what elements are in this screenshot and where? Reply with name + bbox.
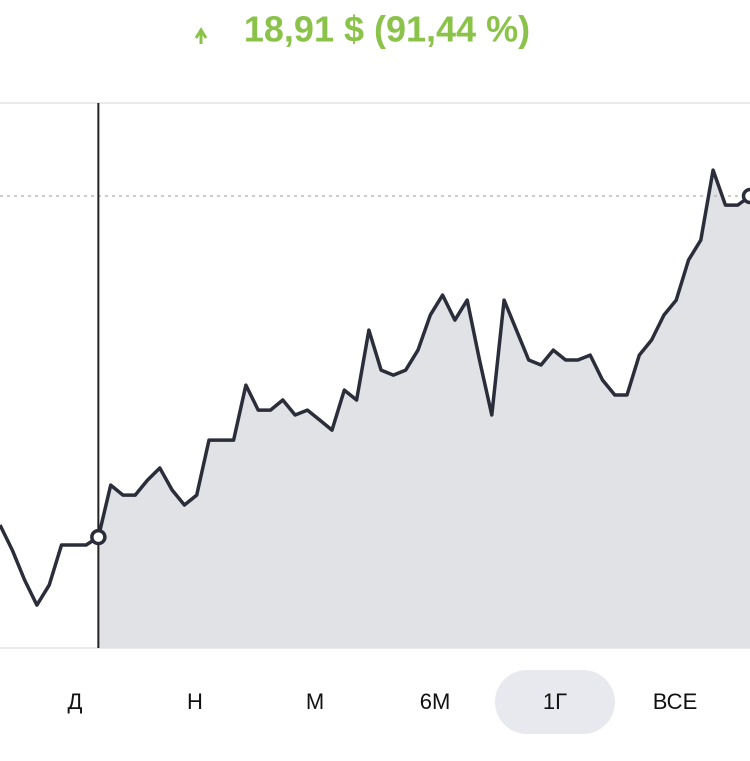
- point-marker: [92, 531, 105, 544]
- range-button[interactable]: М: [306, 689, 324, 714]
- range-button[interactable]: 1Г: [543, 689, 567, 714]
- range-button[interactable]: ВСЕ: [653, 689, 698, 714]
- up-arrow: [196, 30, 206, 44]
- chart: [0, 103, 750, 648]
- range-button[interactable]: Н: [187, 689, 203, 714]
- point-marker: [744, 190, 750, 203]
- area-fill: [98, 170, 750, 648]
- range-button[interactable]: Д: [68, 689, 83, 714]
- range-selector: Д Н М 6М 1Г ВСЕ: [68, 670, 698, 734]
- range-button[interactable]: 6М: [420, 689, 451, 714]
- price-change: 18,91 $ (91,44 %): [244, 9, 530, 50]
